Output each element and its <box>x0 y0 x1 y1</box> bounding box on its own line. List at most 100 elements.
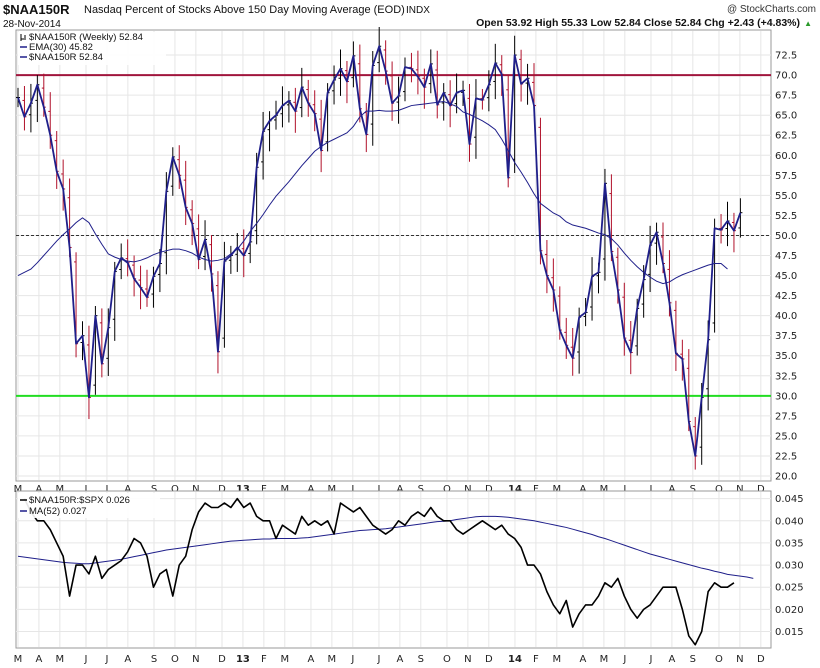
ratio-x-tick-label: 13 <box>236 654 250 665</box>
main-x-tick-label: A <box>668 484 675 495</box>
main-y-tick-label: 60.0 <box>775 151 797 162</box>
main-x-tick-label: O <box>715 484 723 495</box>
chart-exchange: INDX <box>406 5 430 16</box>
ratio-y-axis: 0.015 0.020 0.025 0.030 0.035 0.040 0.045 <box>775 494 804 638</box>
ratio-x-tick-label: A <box>580 654 587 665</box>
ratio-x-tick-label: 14 <box>508 654 522 665</box>
main-x-tick-label: A <box>124 484 131 495</box>
main-x-tick-label: M <box>14 484 23 495</box>
legend-close-label: $NAA150R 52.84 <box>29 52 103 63</box>
main-y-axis: 20.0 22.5 25.0 27.5 30.0 32.5 35.0 37.5 40.0 42.5… <box>775 51 797 483</box>
main-y-tick-label: 37.5 <box>775 331 797 342</box>
legend-price-label: $NAA150R (Weekly) 52.84 <box>29 32 143 43</box>
legend-ratio-label: $NAA150R:$SPX 0.026 <box>29 495 130 506</box>
ratio-y-tick-label: 0.025 <box>775 583 804 594</box>
ratio-x-tick-label: N <box>192 654 199 665</box>
ratio-x-tick-label: D <box>757 654 765 665</box>
main-x-tick-label: D <box>757 484 765 495</box>
ratio-x-tick-label: D <box>218 654 226 665</box>
main-x-tick-label: N <box>464 484 471 495</box>
ratio-x-tick-label: J <box>622 654 626 665</box>
main-x-tick-label: A <box>396 484 403 495</box>
main-y-tick-label: 65.0 <box>775 111 797 122</box>
ratio-x-tick-label: N <box>736 654 743 665</box>
main-y-tick-label: 62.5 <box>775 131 797 142</box>
ratio-x-tick-label: S <box>690 654 696 665</box>
main-x-tick-label: J <box>376 484 380 495</box>
ratio-x-tick-label: O <box>443 654 451 665</box>
ratio-panel: 0.015 0.020 0.025 0.030 0.035 0.040 0.045 M A M J… <box>14 490 804 665</box>
ratio-x-tick-label: M <box>600 654 609 665</box>
ratio-x-axis: M A M J J A S O N D 13 F M A M J J A S O N D 14 F M A M J J A S O N D <box>14 654 765 665</box>
main-x-tick-label: M <box>328 484 337 495</box>
main-y-tick-label: 67.5 <box>775 91 797 102</box>
ratio-x-tick-label: M <box>280 654 289 665</box>
main-x-tick-label: J <box>84 484 88 495</box>
ratio-x-tick-label: A <box>36 654 43 665</box>
main-x-tick-label: J <box>648 484 652 495</box>
ratio-x-tick-label: A <box>124 654 131 665</box>
main-panel: 20.0 22.5 25.0 27.5 30.0 32.5 35.0 37.5 40.0 42.5… <box>14 26 797 495</box>
ratio-y-tick-label: 0.040 <box>775 516 804 527</box>
main-x-tick-label: S <box>690 484 696 495</box>
main-y-tick-label: 57.5 <box>775 171 797 182</box>
main-x-tick-label: D <box>218 484 226 495</box>
ratio-x-tick-label: D <box>485 654 493 665</box>
main-x-tick-label: 13 <box>236 484 250 495</box>
ratio-x-tick-label: O <box>715 654 723 665</box>
main-x-tick-label: A <box>580 484 587 495</box>
main-series-lines <box>17 45 742 457</box>
ratio-x-tick-label: O <box>171 654 179 665</box>
ratio-x-tick-label: F <box>533 654 539 665</box>
main-reference-lines <box>16 74 771 397</box>
main-x-tick-label: S <box>418 484 424 495</box>
ratio-x-tick-label: J <box>104 654 108 665</box>
ratio-legend-box <box>18 493 160 518</box>
ratio-series-lines <box>17 497 754 646</box>
ratio-x-tick-label: N <box>464 654 471 665</box>
main-x-axis: M A M J J A S O N D 13 F M A M J J A S O N D 14 F M A M J J A S O N D <box>14 484 765 495</box>
ratio-x-tick-label: S <box>151 654 157 665</box>
main-x-tick-label: M <box>56 484 65 495</box>
main-x-tick-label: F <box>533 484 539 495</box>
main-x-tick-label: 14 <box>508 484 522 495</box>
main-x-tick-label: S <box>151 484 157 495</box>
main-y-tick-label: 50.0 <box>775 231 797 242</box>
main-y-tick-label: 55.0 <box>775 191 797 202</box>
up-arrow-icon: ▲ <box>804 19 812 28</box>
main-x-tick-label: J <box>104 484 108 495</box>
ratio-x-tick-label: F <box>261 654 267 665</box>
main-x-tick-label: M <box>280 484 289 495</box>
main-y-tick-label: 40.0 <box>775 311 797 322</box>
price-bar <box>738 198 743 238</box>
ratio-x-tick-label: J <box>84 654 88 665</box>
legend-ma-label: MA(52) 0.027 <box>29 506 87 517</box>
main-x-tick-label: O <box>443 484 451 495</box>
chart-description: Nasdaq Percent of Stocks Above 150 Day M… <box>84 4 405 16</box>
main-legend-box <box>18 32 166 65</box>
main-y-tick-label: 32.5 <box>775 371 797 382</box>
main-x-tick-label: M <box>600 484 609 495</box>
chart-date: 28-Nov-2014 <box>3 19 61 30</box>
ratio-x-tick-label: A <box>308 654 315 665</box>
copyright-text: @ StockCharts.com <box>727 4 816 15</box>
ma-52-line <box>17 515 754 579</box>
ratio-x-tick-label: A <box>396 654 403 665</box>
main-x-tick-label: J <box>622 484 626 495</box>
main-legend: $NAA150R (Weekly) 52.84 EMA(30) 45.82 $N… <box>18 32 166 65</box>
ratio-x-tick-label: M <box>14 654 23 665</box>
ohlc-summary: Open 53.92 High 55.33 Low 52.84 Close 52… <box>476 17 800 29</box>
ratio-line <box>23 497 735 646</box>
main-x-tick-label: F <box>261 484 267 495</box>
ratio-x-tick-label: M <box>56 654 65 665</box>
ratio-legend: $NAA150R:$SPX 0.026 MA(52) 0.027 <box>18 493 160 518</box>
ratio-x-tick-label: S <box>418 654 424 665</box>
main-y-tick-label: 22.5 <box>775 451 797 462</box>
main-y-tick-label: 30.0 <box>775 391 797 402</box>
main-x-tick-label: D <box>485 484 493 495</box>
main-y-tick-label: 72.5 <box>775 51 797 62</box>
ratio-y-tick-label: 0.035 <box>775 538 804 549</box>
price-bars <box>16 26 743 470</box>
ratio-y-tick-label: 0.020 <box>775 605 804 616</box>
